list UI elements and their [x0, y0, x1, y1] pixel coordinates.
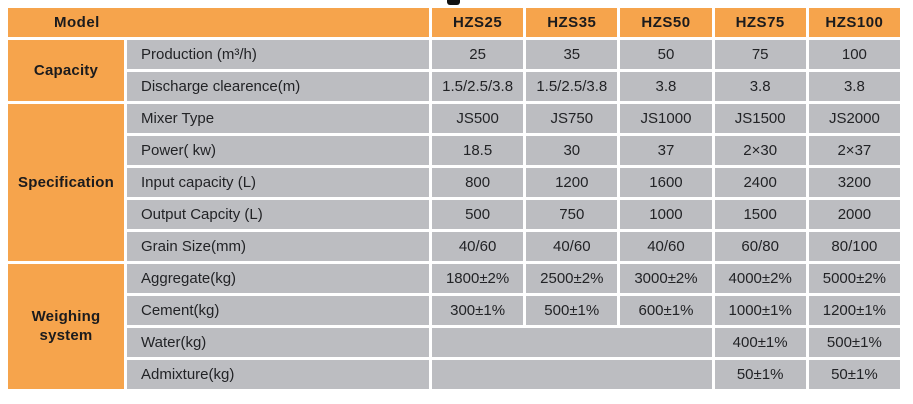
row-label-input-capacity: Input capacity (L): [127, 168, 429, 197]
value-cell: 5000±2%: [808, 264, 900, 293]
table-row: Weighing system Aggregate(kg) 1800±2% 25…: [8, 264, 900, 389]
value-cell: 2000: [808, 200, 900, 229]
value-cell: 1800±2%: [432, 264, 524, 293]
row-label-output-capacity: Output Capcity (L): [127, 200, 429, 229]
value-cell: JS1000: [620, 104, 712, 133]
value-cell: 2×30: [714, 136, 806, 165]
value-cell: JS1500: [714, 104, 806, 133]
value-cell: 400±1%: [714, 328, 806, 357]
value-cell: 3000±2%: [620, 264, 712, 293]
table-row: Specification Mixer Type JS500 JS750 JS1…: [8, 104, 900, 261]
value-cell: JS500: [432, 104, 524, 133]
value-cell: JS750: [526, 104, 618, 133]
value-cell: 300±1%: [432, 296, 524, 325]
value-cell: 18.5: [432, 136, 524, 165]
value-cell: 3.8: [808, 72, 900, 101]
value-cell: 1500: [714, 200, 806, 229]
value-cell: 500±1%: [808, 328, 900, 357]
value-cell: 80/100: [808, 232, 900, 261]
value-cell: 500: [432, 200, 524, 229]
model-header-cell: Model: [8, 8, 429, 37]
row-label-power: Power( kw): [127, 136, 429, 165]
value-cell: 30: [526, 136, 618, 165]
row-label-water: Water(kg): [127, 328, 429, 357]
row-label-mixer-type: Mixer Type: [127, 104, 429, 133]
column-header-hzs100: HZS100: [808, 8, 900, 37]
value-cell: 25: [432, 40, 524, 69]
table-row: Capacity Production (m³/h) 25 35 50 75 1…: [8, 40, 900, 101]
value-cell: 50: [620, 40, 712, 69]
spec-table: Model HZS25 HZS35 HZS50 HZS75 HZS100 Cap…: [5, 5, 903, 392]
value-cell: 1600: [620, 168, 712, 197]
value-cell: 800: [432, 168, 524, 197]
value-cell: 1200±1%: [808, 296, 900, 325]
table-row: Input capacity (L) 800 1200 1600 2400 32…: [8, 168, 900, 197]
value-cell: 40/60: [526, 232, 618, 261]
column-header-hzs25: HZS25: [432, 8, 524, 37]
group-label-capacity: Capacity: [8, 40, 124, 101]
value-cell: 750: [526, 200, 618, 229]
value-cell: 3.8: [714, 72, 806, 101]
value-cell: 40/60: [620, 232, 712, 261]
cropped-title-fragment: [447, 0, 460, 5]
table-row: Output Capcity (L) 500 750 1000 1500 200…: [8, 200, 900, 229]
value-cell: 50±1%: [808, 360, 900, 389]
value-cell: 1000±1%: [714, 296, 806, 325]
empty-value-cell: [432, 328, 712, 357]
value-cell: 50±1%: [714, 360, 806, 389]
row-label-grain-size: Grain Size(mm): [127, 232, 429, 261]
row-label-cement: Cement(kg): [127, 296, 429, 325]
row-label-discharge-clearence: Discharge clearence(m): [127, 72, 429, 101]
row-label-production: Production (m³/h): [127, 40, 429, 69]
value-cell: 1.5/2.5/3.8: [526, 72, 618, 101]
table-row: Discharge clearence(m) 1.5/2.5/3.8 1.5/2…: [8, 72, 900, 101]
value-cell: JS2000: [808, 104, 900, 133]
value-cell: 1000: [620, 200, 712, 229]
table-row: Admixture(kg) 50±1% 50±1%: [8, 360, 900, 389]
value-cell: 35: [526, 40, 618, 69]
value-cell: 1.5/2.5/3.8: [432, 72, 524, 101]
column-header-hzs50: HZS50: [620, 8, 712, 37]
table-row: Grain Size(mm) 40/60 40/60 40/60 60/80 8…: [8, 232, 900, 261]
value-cell: 60/80: [714, 232, 806, 261]
value-cell: 2500±2%: [526, 264, 618, 293]
value-cell: 37: [620, 136, 712, 165]
row-label-aggregate: Aggregate(kg): [127, 264, 429, 293]
table-row: Power( kw) 18.5 30 37 2×30 2×37: [8, 136, 900, 165]
value-cell: 3200: [808, 168, 900, 197]
value-cell: 75: [714, 40, 806, 69]
empty-value-cell: [432, 360, 712, 389]
column-header-hzs75: HZS75: [714, 8, 806, 37]
value-cell: 1200: [526, 168, 618, 197]
group-label-weighing-system: Weighing system: [8, 264, 124, 389]
value-cell: 4000±2%: [714, 264, 806, 293]
value-cell: 100: [808, 40, 900, 69]
value-cell: 2400: [714, 168, 806, 197]
header-row: Model HZS25 HZS35 HZS50 HZS75 HZS100: [8, 8, 900, 37]
table-row: Water(kg) 400±1% 500±1%: [8, 328, 900, 357]
value-cell: 2×37: [808, 136, 900, 165]
value-cell: 3.8: [620, 72, 712, 101]
value-cell: 500±1%: [526, 296, 618, 325]
group-label-specification: Specification: [8, 104, 124, 261]
row-label-admixture: Admixture(kg): [127, 360, 429, 389]
value-cell: 40/60: [432, 232, 524, 261]
value-cell: 600±1%: [620, 296, 712, 325]
table-row: Cement(kg) 300±1% 500±1% 600±1% 1000±1% …: [8, 296, 900, 325]
column-header-hzs35: HZS35: [526, 8, 618, 37]
